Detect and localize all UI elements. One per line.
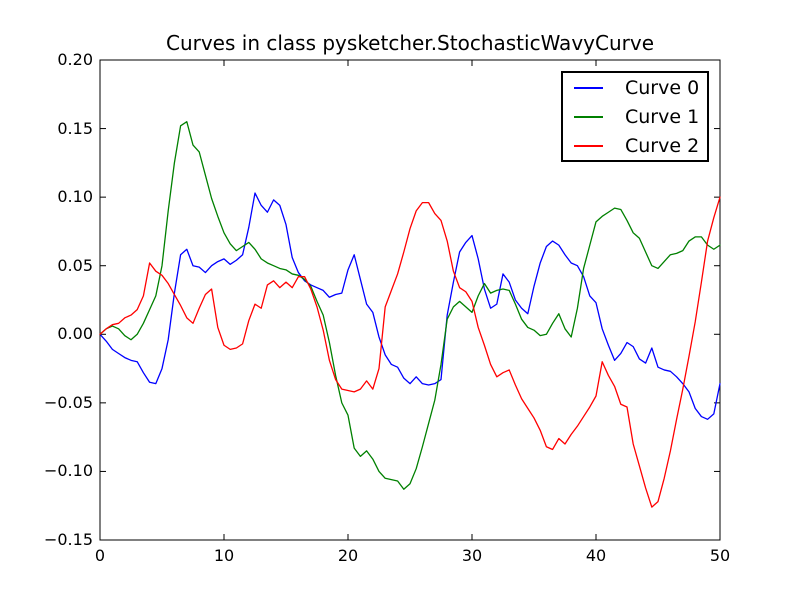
x-tick-label-3: 30 (461, 546, 483, 565)
axes-frame (99, 59, 721, 541)
y-tick-label-7: −0.15 (43, 530, 93, 549)
legend-label: Curve 1 (625, 105, 700, 128)
x-tick-label-5: 50 (709, 546, 731, 565)
legend-entry-curve-1: Curve 1 (563, 102, 707, 131)
legend-entry-curve-2: Curve 2 (563, 131, 707, 160)
legend-entry-curve-0: Curve 0 (563, 73, 707, 102)
chart-title: Curves in class pysketcher.StochasticWav… (165, 31, 654, 55)
y-tick-label-6: −0.10 (43, 461, 93, 481)
legend-label: Curve 0 (625, 76, 700, 99)
x-tick-label-1: 10 (213, 546, 235, 565)
y-tick-label-5: −0.05 (43, 392, 93, 412)
curve-2-path (99, 196, 721, 508)
tick-marks (99, 59, 721, 541)
y-tick-label-2: 0.10 (57, 187, 93, 207)
legend-label: Curve 2 (625, 134, 700, 157)
curve-lines (99, 121, 721, 508)
curve-0-path (99, 192, 721, 420)
x-tick-label-0: 0 (94, 546, 106, 565)
y-tick-label-0: 0.20 (57, 50, 93, 69)
curve-1-path (99, 121, 721, 490)
legend-line-sample-blue (574, 86, 603, 89)
x-tick-label-2: 20 (337, 546, 359, 565)
legend-line-sample-green (574, 115, 603, 118)
y-tick-label-4: 0.00 (57, 324, 93, 344)
legend-box: Curve 0 Curve 1 Curve 2 (561, 71, 709, 162)
y-tick-label-1: 0.15 (57, 118, 93, 138)
x-tick-label-4: 40 (585, 546, 607, 565)
legend-line-sample-red (574, 144, 603, 147)
y-tick-label-3: 0.05 (57, 255, 93, 275)
